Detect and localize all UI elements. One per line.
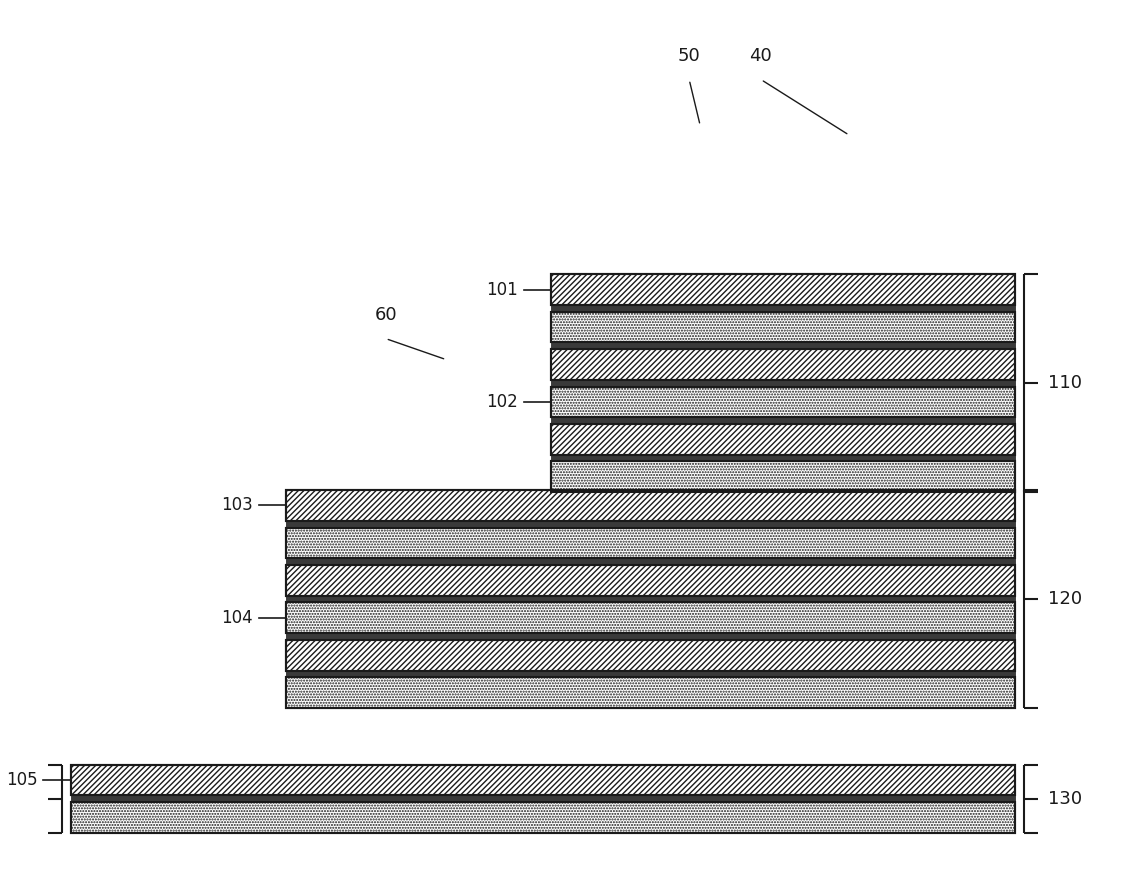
Bar xyxy=(552,275,1015,305)
Bar xyxy=(552,454,1015,461)
Bar xyxy=(287,640,1015,671)
Bar xyxy=(287,565,1015,595)
Bar xyxy=(287,595,1015,602)
Bar xyxy=(287,521,1015,527)
Bar xyxy=(552,424,1015,454)
Text: 103: 103 xyxy=(221,496,253,514)
Bar xyxy=(287,677,1015,708)
Text: 60: 60 xyxy=(374,306,397,324)
Text: 105: 105 xyxy=(7,771,38,789)
Text: 120: 120 xyxy=(1048,590,1082,608)
Bar xyxy=(287,677,1015,708)
Bar xyxy=(287,527,1015,558)
Text: 101: 101 xyxy=(486,281,518,299)
Bar xyxy=(552,342,1015,349)
Bar xyxy=(552,305,1015,312)
Bar xyxy=(71,802,1015,833)
Bar xyxy=(287,671,1015,677)
Bar xyxy=(287,490,1015,521)
Bar xyxy=(552,461,1015,492)
Bar xyxy=(287,490,1015,521)
Bar xyxy=(287,558,1015,565)
Text: 40: 40 xyxy=(749,47,773,65)
Bar xyxy=(552,424,1015,454)
Bar xyxy=(552,349,1015,380)
Bar xyxy=(552,417,1015,424)
Bar xyxy=(287,640,1015,671)
Bar xyxy=(71,802,1015,833)
Bar xyxy=(71,795,1015,802)
Text: 50: 50 xyxy=(678,47,700,65)
Bar xyxy=(287,602,1015,634)
Bar xyxy=(552,312,1015,342)
Bar xyxy=(552,349,1015,380)
Text: 110: 110 xyxy=(1048,375,1082,392)
Bar xyxy=(287,527,1015,558)
Bar xyxy=(552,387,1015,417)
Bar xyxy=(71,765,1015,795)
Bar xyxy=(552,275,1015,305)
Bar xyxy=(552,312,1015,342)
Bar xyxy=(552,380,1015,387)
Bar xyxy=(287,634,1015,640)
Text: 130: 130 xyxy=(1048,790,1082,807)
Bar xyxy=(287,565,1015,595)
Bar xyxy=(552,387,1015,417)
Text: 102: 102 xyxy=(486,393,518,411)
Text: 104: 104 xyxy=(221,609,253,627)
Bar xyxy=(71,765,1015,795)
Bar xyxy=(552,461,1015,492)
Bar xyxy=(287,602,1015,634)
